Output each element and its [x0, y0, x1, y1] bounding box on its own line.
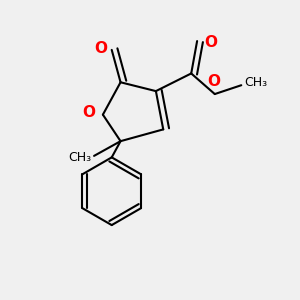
- Text: CH₃: CH₃: [68, 151, 91, 164]
- Text: O: O: [82, 105, 95, 120]
- Text: O: O: [94, 41, 107, 56]
- Text: O: O: [207, 74, 220, 89]
- Text: CH₃: CH₃: [244, 76, 267, 89]
- Text: O: O: [205, 35, 218, 50]
